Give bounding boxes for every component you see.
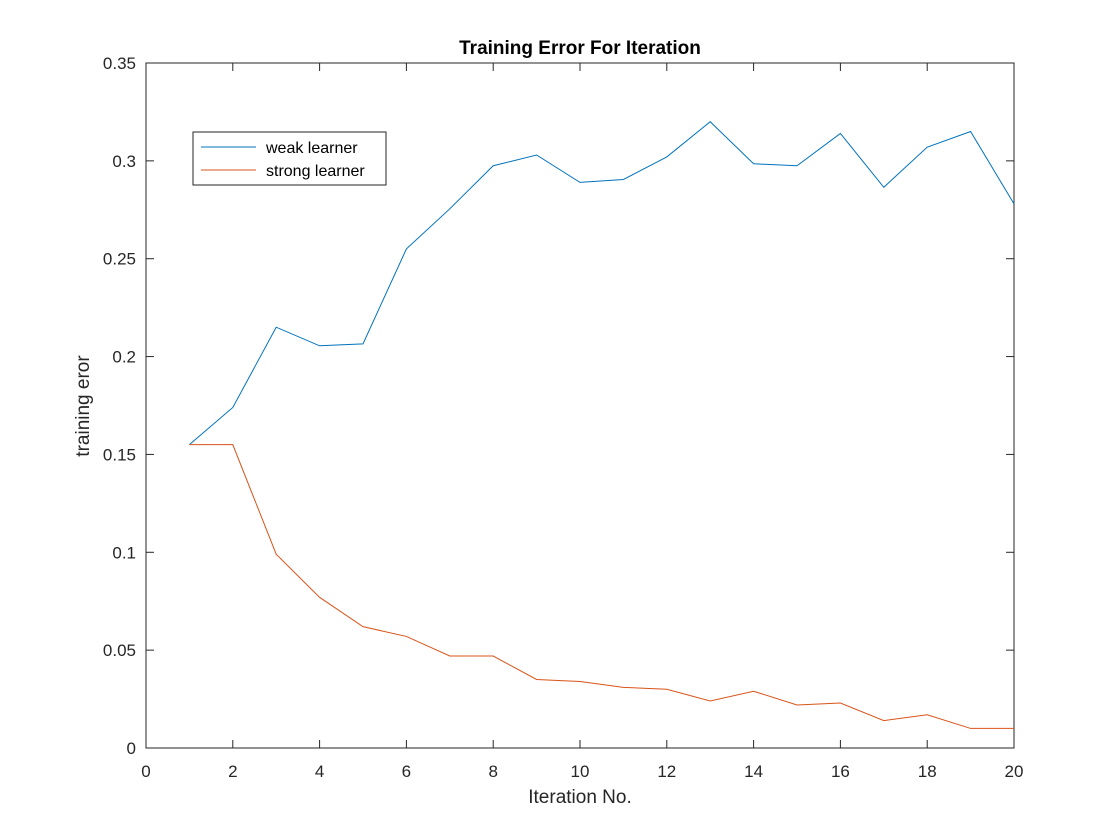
legend-box (192, 131, 387, 186)
x-tick-label: 6 (402, 762, 411, 781)
y-tick-label: 0.3 (112, 152, 136, 171)
chart-title: Training Error For Iteration (459, 38, 701, 59)
y-tick-label: 0.15 (103, 445, 136, 464)
legend-label: weak learner (265, 140, 358, 157)
x-tick-label: 14 (744, 762, 763, 781)
x-tick-label: 8 (488, 762, 497, 781)
x-tick-label: 2 (228, 762, 237, 781)
y-tick-label: 0.35 (103, 54, 136, 73)
legend: weak learner strong learner (192, 131, 387, 186)
x-axis-label: Iteration No. (528, 787, 632, 808)
series-line-strong-learner (189, 444, 1014, 729)
y-tick-label: 0.05 (103, 641, 136, 660)
plot-area: 0 2 4 6 8 10 12 14 16 18 20 0 0.05 0.1 0.15 0.2 0.25 0.3 0… (103, 54, 1024, 781)
x-tick-label: 18 (918, 762, 937, 781)
y-tick-label: 0 (127, 739, 136, 758)
y-tick-label: 0.1 (112, 543, 136, 562)
x-tick-label: 20 (1005, 762, 1024, 781)
y-tick-label: 0.2 (112, 348, 136, 367)
x-tick-label: 12 (657, 762, 676, 781)
x-tick-label: 4 (315, 762, 324, 781)
y-tick-label: 0.25 (103, 250, 136, 269)
x-tick-label: 0 (141, 762, 150, 781)
x-tick-label: 16 (831, 762, 850, 781)
x-tick-label: 10 (571, 762, 590, 781)
series-line-weak-learner (189, 121, 1015, 446)
legend-label: strong learner (266, 163, 365, 180)
y-axis-label: training eror (73, 355, 94, 457)
